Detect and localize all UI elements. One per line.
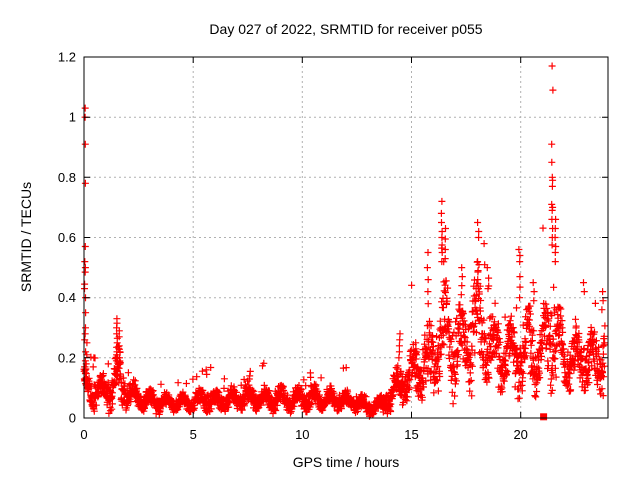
y-tick-label: 0.8 [58,170,76,185]
x-axis-label: GPS time / hours [292,454,400,470]
x-tick-label: 15 [404,427,418,442]
tick-labels: 0 5 10 15 20 0 0.2 0.4 0.6 0.8 1 1.2 [58,50,528,443]
y-tick-label: 1 [69,110,76,125]
scatter-points [80,62,609,421]
y-tick-label: 0.6 [58,230,76,245]
x-tick-label: 20 [513,427,527,442]
chart-title: Day 027 of 2022, SRMTID for receiver p05… [209,21,483,37]
x-tick-label: 5 [190,427,197,442]
y-tick-label: 0.2 [58,350,76,365]
y-tick-label: 0 [69,411,76,426]
grid-lines [84,57,608,418]
y-tick-label: 0.4 [58,290,76,305]
y-tick-label: 1.2 [58,50,76,65]
x-tick-label: 0 [80,427,87,442]
filled-square-marker [540,413,548,421]
x-tick-label: 10 [295,427,309,442]
plot-border-and-ticks [83,56,609,419]
